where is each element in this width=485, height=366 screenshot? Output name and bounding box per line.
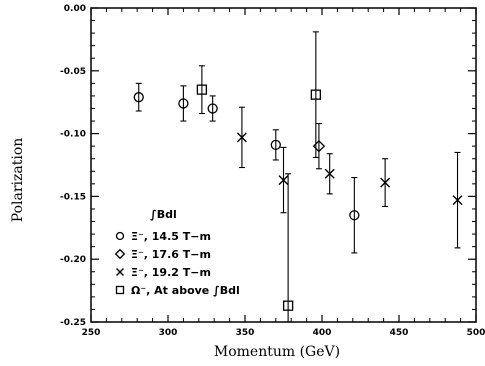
- legend-label: Ω⁻, At above ∫Bdl: [131, 284, 240, 297]
- cross-stroke: [236, 132, 247, 143]
- x-tick-label: 350: [236, 328, 255, 338]
- cross-marker: [116, 268, 124, 276]
- square-marker: [310, 89, 321, 100]
- data-point-circle: [178, 85, 189, 122]
- data-point-square: [282, 173, 294, 323]
- plot-layer: [90, 7, 477, 323]
- x-tick-label: 400: [313, 328, 332, 338]
- data-point-square: [310, 31, 321, 159]
- data-point-square: [196, 65, 208, 115]
- y-axis-title: Polarization: [10, 138, 26, 223]
- data-point-cross: [278, 146, 289, 214]
- tick-layer: 250 300 350 400 450 500 0.00 -0.05 -0.10 -0.15 -0.…: [60, 4, 485, 338]
- legend: ∫Bdl Ξ⁻, 14.5 T−m Ξ⁻, 17.6 T−m Ξ⁻, 19.2 T−m…: [114, 208, 240, 297]
- circle-marker: [207, 103, 218, 114]
- cross-marker: [278, 175, 289, 186]
- x-axis-title: Momentum (GeV): [214, 344, 340, 360]
- cross-marker: [380, 177, 391, 188]
- data-point-cross: [324, 153, 335, 195]
- plot-frame: [90, 7, 477, 323]
- x-tick-label: 450: [390, 328, 409, 338]
- cross-stroke: [278, 175, 289, 186]
- legend-label: Ξ⁻, 17.6 T−m: [131, 248, 211, 261]
- legend-label: Ξ⁻, 14.5 T−m: [131, 230, 211, 243]
- circle-marker: [115, 231, 125, 241]
- data-point-circle: [349, 177, 360, 254]
- legend-title: ∫Bdl: [150, 208, 177, 221]
- y-tick-label: -0.20: [60, 255, 86, 265]
- x-tick-label: 250: [82, 328, 101, 338]
- x-tick-label: 500: [467, 328, 485, 338]
- data-point-cross: [452, 151, 463, 249]
- data-point-circle: [207, 95, 218, 122]
- square-marker: [196, 84, 208, 95]
- data-layer: [133, 31, 463, 323]
- cross-marker: [236, 132, 247, 143]
- diamond-marker: [114, 248, 126, 260]
- circle-marker: [178, 98, 189, 109]
- circle-marker: [270, 139, 281, 151]
- cross-stroke: [116, 268, 124, 276]
- y-tick-label: -0.15: [60, 192, 86, 202]
- square-marker: [115, 285, 125, 295]
- legend-label: Ξ⁻, 19.2 T−m: [131, 266, 211, 279]
- y-tick-label: -0.05: [60, 67, 86, 77]
- y-tick-label: 0.00: [64, 4, 86, 14]
- legend-entry: Ω⁻, At above ∫Bdl: [115, 284, 240, 297]
- data-point-cross: [236, 106, 247, 169]
- legend-entry: Ξ⁻, 17.6 T−m: [114, 248, 211, 261]
- data-point-circle: [270, 129, 281, 161]
- cross-stroke: [452, 195, 463, 206]
- cross-marker: [452, 195, 463, 206]
- data-point-circle: [133, 82, 144, 112]
- legend-entry: Ξ⁻, 14.5 T−m: [115, 230, 211, 243]
- legend-entry: Ξ⁻, 19.2 T−m: [116, 266, 211, 279]
- circle-marker: [133, 92, 144, 103]
- circle-marker: [349, 210, 360, 221]
- cross-stroke: [380, 177, 391, 188]
- cross-marker: [324, 168, 335, 179]
- square-marker: [282, 300, 294, 311]
- x-tick-label: 300: [159, 328, 178, 338]
- data-point-cross: [380, 158, 391, 207]
- data-point-diamond: [312, 123, 326, 170]
- y-tick-label: -0.10: [60, 130, 86, 140]
- y-tick-label: -0.25: [60, 318, 86, 328]
- cross-stroke: [324, 168, 335, 179]
